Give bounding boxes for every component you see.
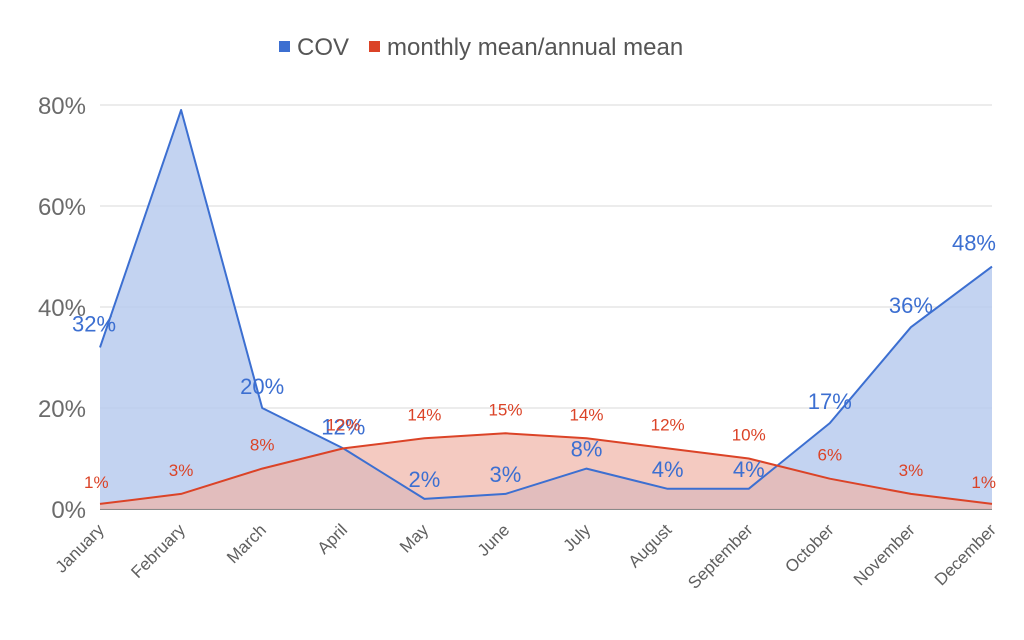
area-monthly-mean-annual-mean [100,433,992,509]
series-lines [99,109,993,505]
x-tick-label: April [314,520,351,557]
data-label-cov: 3% [490,462,522,487]
y-axis-ticks: 0% 20% 40% 60% 80% [38,93,86,524]
x-axis-ticks: January February March April May June July Augu… [52,520,1000,593]
x-tick-label: March [223,520,270,567]
y-tick-label: 80% [38,93,86,120]
y-tick-label: 60% [38,194,86,221]
data-label-cov: 48% [952,231,996,256]
x-tick-label: December [931,520,1000,589]
data-label-cov: 32% [72,311,116,336]
data-label-cov: 17% [808,389,852,414]
legend-label-monthly: monthly mean/annual mean [387,34,683,61]
y-tick-label: 0% [51,497,86,524]
data-label-cov: 2% [408,467,440,492]
data-label-monthly-mean-annual-mean: 12% [326,415,360,434]
data-label-cov: 8% [571,437,603,462]
x-tick-label: May [396,520,432,556]
data-label-cov: 20% [240,374,284,399]
data-label-monthly-mean-annual-mean: 15% [488,400,522,419]
legend: COV monthly mean/annual mean [279,34,683,61]
data-label-monthly-mean-annual-mean: 3% [169,461,194,480]
data-label-cov: 4% [733,457,765,482]
data-label-monthly-mean-annual-mean: 1% [971,473,996,492]
x-tick-label: February [127,520,189,582]
series-areas [100,110,992,509]
legend-swatch-monthly [369,41,380,52]
data-label-monthly-mean-annual-mean: 8% [250,436,275,455]
legend-swatch-cov [279,41,290,52]
area-cov [100,110,992,509]
x-tick-label: June [474,520,514,560]
data-label-cov: 36% [889,293,933,318]
x-tick-label: January [52,520,109,577]
data-label-monthly-mean-annual-mean: 14% [570,405,604,424]
x-tick-label: November [850,520,919,589]
x-tick-label: August [625,520,676,571]
data-label-monthly-mean-annual-mean: 1% [84,473,109,492]
x-tick-label: October [781,520,837,576]
data-label-cov: 12% [321,414,365,439]
line-monthly-mean-annual-mean [99,432,993,505]
data-label-monthly-mean-annual-mean: 3% [899,461,924,480]
y-tick-label: 20% [38,396,86,423]
data-label-monthly-mean-annual-mean: 10% [732,426,766,445]
x-tick-label: July [560,520,595,555]
data-labels: 32% 20% 12% 2% 3% 8% 4% 4% 17% 36% 48% 1% 3% 8% 12% 14%… [72,231,996,492]
data-label-monthly-mean-annual-mean: 6% [818,446,843,465]
legend-label-cov: COV [297,34,349,61]
data-label-monthly-mean-annual-mean: 14% [407,405,441,424]
line-cov [99,109,993,500]
data-label-cov: 4% [652,457,684,482]
data-label-monthly-mean-annual-mean: 12% [651,415,685,434]
y-tick-label: 40% [38,295,86,322]
x-tick-label: September [684,520,756,592]
